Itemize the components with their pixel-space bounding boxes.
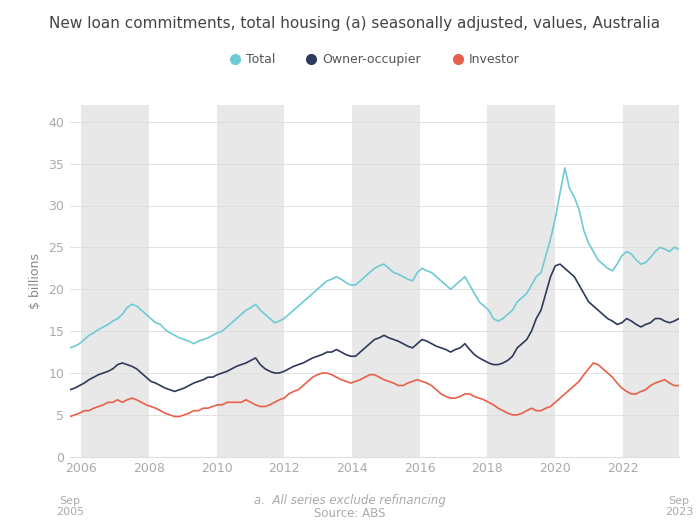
- Text: New loan commitments, total housing (a) seasonally adjusted, values, Australia: New loan commitments, total housing (a) …: [49, 16, 660, 31]
- Text: Sep
2005: Sep 2005: [56, 496, 84, 517]
- Text: a.  All series exclude refinancing: a. All series exclude refinancing: [254, 494, 446, 507]
- Text: Sep
2023: Sep 2023: [665, 496, 693, 517]
- Bar: [487, 105, 555, 457]
- Text: Source: ABS: Source: ABS: [314, 507, 386, 520]
- Bar: [622, 105, 679, 457]
- Legend: Total, Owner-occupier, Investor: Total, Owner-occupier, Investor: [225, 48, 524, 71]
- Bar: [352, 105, 419, 457]
- Bar: [216, 105, 284, 457]
- Y-axis label: $ billions: $ billions: [29, 253, 41, 309]
- Bar: [81, 105, 149, 457]
